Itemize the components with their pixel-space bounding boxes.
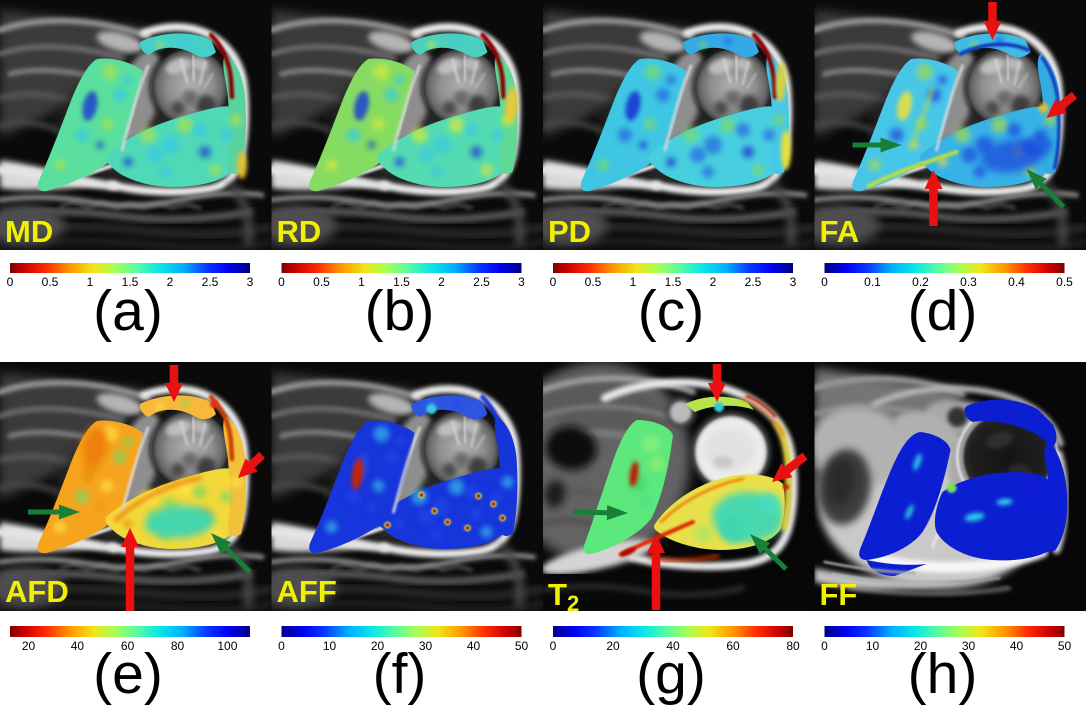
svg-text:MD: MD <box>5 214 53 249</box>
svg-text:10: 10 <box>323 639 337 653</box>
svg-text:0: 0 <box>278 275 285 289</box>
svg-text:(c): (c) <box>638 279 704 343</box>
svg-text:FF: FF <box>820 577 858 612</box>
svg-text:2: 2 <box>710 275 717 289</box>
svg-text:FA: FA <box>820 214 860 249</box>
svg-text:1: 1 <box>358 275 365 289</box>
svg-text:0.4: 0.4 <box>1008 275 1025 289</box>
svg-text:40: 40 <box>71 639 85 653</box>
svg-text:0.2: 0.2 <box>912 275 929 289</box>
svg-text:0.5: 0.5 <box>1056 275 1073 289</box>
svg-text:30: 30 <box>419 639 433 653</box>
svg-text:PD: PD <box>548 214 591 249</box>
svg-text:RD: RD <box>277 214 322 249</box>
svg-text:80: 80 <box>171 639 185 653</box>
svg-text:60: 60 <box>121 639 135 653</box>
svg-text:100: 100 <box>217 639 237 653</box>
svg-text:40: 40 <box>666 639 680 653</box>
svg-text:0: 0 <box>550 639 557 653</box>
svg-text:(f): (f) <box>373 642 427 706</box>
svg-text:0.5: 0.5 <box>585 275 602 289</box>
svg-text:20: 20 <box>914 639 928 653</box>
svg-text:80: 80 <box>786 639 800 653</box>
svg-text:2.5: 2.5 <box>473 275 490 289</box>
svg-text:0.5: 0.5 <box>42 275 59 289</box>
svg-text:0.3: 0.3 <box>960 275 977 289</box>
svg-text:1: 1 <box>87 275 94 289</box>
svg-text:50: 50 <box>515 639 529 653</box>
svg-text:3: 3 <box>790 275 797 289</box>
svg-text:1.5: 1.5 <box>393 275 410 289</box>
svg-text:0: 0 <box>821 275 828 289</box>
svg-text:0: 0 <box>821 639 828 653</box>
svg-text:3: 3 <box>518 275 525 289</box>
svg-text:0.1: 0.1 <box>864 275 881 289</box>
svg-text:60: 60 <box>726 639 740 653</box>
svg-text:(b): (b) <box>365 279 435 343</box>
svg-text:AFF: AFF <box>277 574 337 609</box>
svg-text:(h): (h) <box>908 642 978 706</box>
svg-text:40: 40 <box>1010 639 1024 653</box>
svg-text:2: 2 <box>167 275 174 289</box>
svg-text:1.5: 1.5 <box>665 275 682 289</box>
svg-text:30: 30 <box>962 639 976 653</box>
svg-text:20: 20 <box>22 639 36 653</box>
svg-text:(d): (d) <box>908 279 978 343</box>
svg-text:2.5: 2.5 <box>202 275 219 289</box>
svg-text:0: 0 <box>550 275 557 289</box>
svg-text:50: 50 <box>1058 639 1072 653</box>
svg-text:10: 10 <box>866 639 880 653</box>
svg-text:(e): (e) <box>93 642 163 706</box>
svg-text:2.5: 2.5 <box>745 275 762 289</box>
svg-text:(a): (a) <box>93 279 163 343</box>
svg-text:20: 20 <box>606 639 620 653</box>
svg-text:0: 0 <box>7 275 14 289</box>
svg-text:3: 3 <box>247 275 254 289</box>
svg-text:0.5: 0.5 <box>313 275 330 289</box>
svg-text:20: 20 <box>371 639 385 653</box>
svg-text:1: 1 <box>630 275 637 289</box>
svg-text:(g): (g) <box>636 642 706 706</box>
svg-text:1.5: 1.5 <box>122 275 139 289</box>
svg-text:40: 40 <box>467 639 481 653</box>
svg-text:AFD: AFD <box>5 574 69 609</box>
svg-text:0: 0 <box>278 639 285 653</box>
svg-text:2: 2 <box>438 275 445 289</box>
